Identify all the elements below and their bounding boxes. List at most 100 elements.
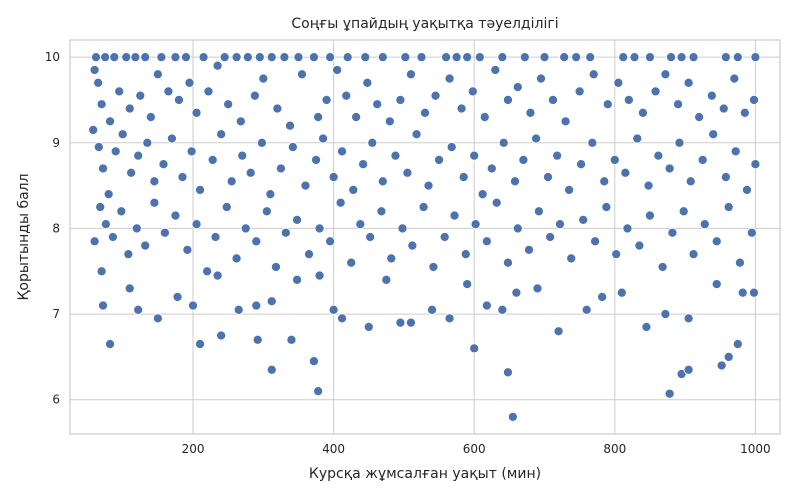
data-point [711,236,722,247]
data-point [186,146,197,157]
data-point [88,124,99,135]
data-point [265,189,276,200]
data-point [325,236,336,247]
data-point [170,210,181,221]
data-point [602,99,613,110]
data-point [720,52,731,63]
data-point [664,163,675,174]
data-point [325,52,336,63]
data-point [156,52,167,63]
data-point [313,112,324,123]
data-point [286,334,297,345]
data-point [597,291,608,303]
data-point [363,321,374,332]
data-point [365,231,376,243]
data-point [184,77,195,88]
data-point [664,388,675,399]
data-point [497,304,508,315]
data-point [242,52,253,63]
data-point [699,219,710,230]
data-point [585,52,596,63]
data-point [554,219,566,230]
data-point [533,206,544,217]
data-point [336,313,348,324]
data-point [688,249,699,260]
data-point [266,296,277,307]
data-point [746,227,757,238]
data-point [97,163,109,174]
data-point [233,304,244,315]
data-point [381,274,392,285]
data-point [405,69,416,80]
data-point [512,223,523,234]
data-point [328,171,339,183]
data-point [402,167,413,178]
data-point [609,154,620,165]
data-point [581,304,592,315]
data-point [308,52,319,63]
data-point [418,201,429,213]
x-tick-label: 400 [322,442,345,456]
data-point [737,287,748,298]
data-point [523,244,535,255]
data-point [240,223,251,234]
data-point [622,223,633,234]
data-point [360,52,371,63]
data-point [237,150,248,161]
data-point [723,201,734,213]
data-point [683,364,694,375]
data-point [314,270,325,281]
data-point [470,219,481,230]
data-point [634,240,645,251]
y-tick-label: 6 [52,393,60,407]
data-point [734,257,745,268]
data-point [644,52,656,63]
data-point [732,339,743,350]
data-point [207,154,218,165]
data-point [384,116,395,127]
data-point [140,240,151,251]
data-point [481,236,492,247]
data-point [348,184,359,195]
data-point [618,52,629,63]
data-point [748,94,760,106]
data-point [296,69,308,80]
data-point [130,52,141,63]
data-point [678,206,689,217]
data-point [486,163,497,174]
data-point [328,304,339,315]
data-point [210,231,221,243]
data-point [613,77,624,88]
data-point [657,261,668,273]
data-point [560,116,571,127]
data-point [407,240,418,251]
data-point [303,249,315,260]
y-axis-label: Қорытынды балл [16,173,32,300]
data-point [89,64,100,76]
data-point [708,129,719,140]
data-point [100,52,111,63]
data-point [444,313,455,324]
data-point [553,326,564,337]
data-point [332,64,343,76]
data-point [159,227,170,238]
data-point [172,291,183,303]
data-point [266,52,277,63]
data-point [590,236,601,247]
data-point [539,52,550,63]
data-point [261,206,272,217]
data-point [643,180,654,191]
data-point [256,137,267,148]
data-point [177,171,188,183]
data-point [653,150,664,161]
data-point [458,171,469,183]
data-point [723,351,734,362]
data-point [149,197,160,208]
data-point [182,244,193,255]
data-point [566,253,577,264]
data-point [231,52,242,63]
x-tick-labels: 200 400 600 800 1000 [182,442,771,456]
data-point [574,86,585,97]
data-point [100,219,111,230]
